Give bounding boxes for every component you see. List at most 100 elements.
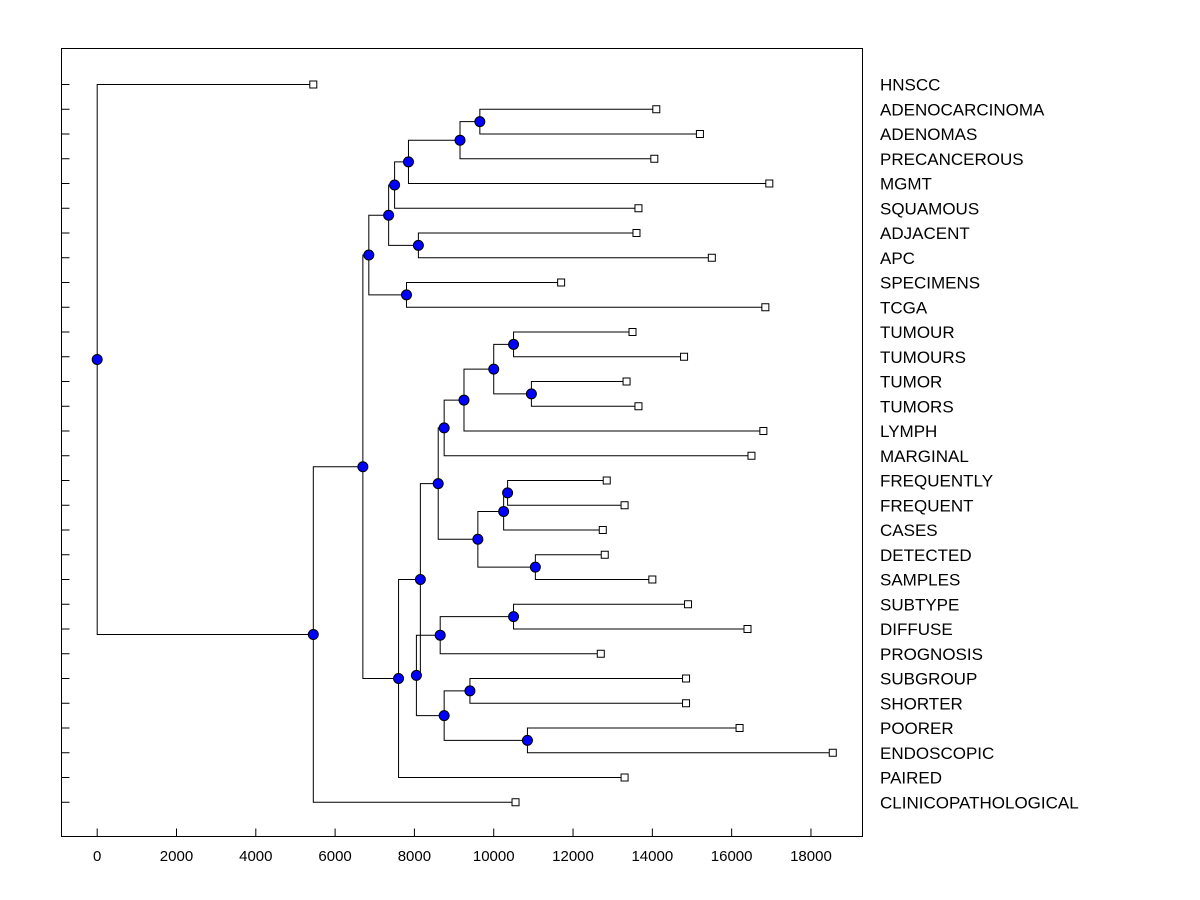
merge-node-n26 bbox=[393, 673, 405, 684]
leaf-marker bbox=[761, 303, 770, 312]
merge-node-n3 bbox=[402, 156, 414, 168]
leaf-label: TUMORS bbox=[880, 397, 954, 416]
link-n8 bbox=[368, 214, 407, 296]
link-n19 bbox=[513, 603, 748, 630]
leaf-marker bbox=[634, 402, 643, 411]
x-tick-label: 2000 bbox=[160, 848, 193, 865]
merge-node-n1 bbox=[474, 116, 486, 128]
merge-node-n2 bbox=[454, 134, 466, 146]
link-n17 bbox=[477, 510, 536, 568]
link-n21 bbox=[469, 678, 687, 704]
link-n1 bbox=[479, 108, 700, 135]
leaf-marker bbox=[684, 600, 693, 609]
leaf-marker bbox=[620, 501, 629, 510]
leaf-label: SQUAMOUS bbox=[880, 199, 979, 218]
merge-node-n16 bbox=[529, 561, 541, 573]
link-n5 bbox=[417, 232, 712, 259]
merge-node-n10 bbox=[525, 388, 537, 400]
leaf-label: POORER bbox=[880, 719, 954, 738]
leaf-label: LYMPH bbox=[880, 422, 937, 441]
dendrogram-links bbox=[96, 84, 833, 803]
leaf-label: CASES bbox=[880, 521, 938, 540]
link-n13 bbox=[443, 399, 752, 457]
merge-node-n20 bbox=[434, 629, 446, 641]
x-tick-label: 12000 bbox=[552, 848, 594, 865]
link-n3 bbox=[407, 139, 770, 184]
dendrogram-markers bbox=[91, 80, 837, 807]
leaf-label: FREQUENT bbox=[880, 496, 974, 515]
leaf-marker bbox=[759, 427, 768, 435]
leaf-ticks bbox=[61, 84, 70, 803]
x-tick-label: 10000 bbox=[473, 848, 515, 865]
link-n4 bbox=[394, 161, 639, 209]
x-tick-label: 6000 bbox=[318, 848, 351, 865]
leaf-label: DETECTED bbox=[880, 546, 972, 565]
leaf-marker bbox=[648, 575, 657, 584]
leaf-marker bbox=[620, 773, 629, 782]
link-n9 bbox=[513, 331, 685, 358]
leaf-marker bbox=[765, 179, 774, 188]
leaf-label: ADJACENT bbox=[880, 224, 970, 243]
leaf-label: CLINICOPATHOLOGICAL bbox=[880, 793, 1079, 812]
leaf-marker bbox=[309, 80, 318, 89]
merge-node-n22 bbox=[521, 734, 533, 746]
leaf-marker bbox=[632, 229, 641, 237]
leaf-label: MARGINAL bbox=[880, 447, 969, 466]
leaf-marker bbox=[735, 724, 744, 732]
merge-node-n24 bbox=[410, 669, 422, 681]
leaf-marker bbox=[682, 699, 691, 708]
merge-node-n5 bbox=[412, 239, 424, 251]
merge-node-n8 bbox=[363, 249, 375, 261]
x-axis: 0 2000 4000 6000 8000 10000 12000 14000 16000 180… bbox=[93, 828, 832, 865]
leaf-label: HNSCC bbox=[880, 76, 940, 95]
merge-node-n17 bbox=[472, 533, 484, 545]
merge-node-n4 bbox=[389, 179, 401, 191]
leaf-marker bbox=[682, 674, 691, 683]
x-tick-label: 14000 bbox=[631, 848, 673, 865]
merge-node-n19 bbox=[508, 611, 520, 623]
leaf-label: SAMPLES bbox=[880, 571, 960, 590]
leaf-marker bbox=[557, 278, 566, 287]
link-n10 bbox=[530, 381, 639, 407]
merge-node-n15 bbox=[498, 505, 510, 517]
x-tick-label: 8000 bbox=[398, 848, 431, 865]
leaf-marker bbox=[680, 352, 689, 361]
merge-node-n11 bbox=[488, 363, 500, 375]
leaf-marker bbox=[511, 798, 520, 807]
leaf-label: TUMOR bbox=[880, 373, 942, 392]
leaf-label: ADENOCARCINOMA bbox=[880, 100, 1045, 119]
leaf-marker bbox=[743, 625, 752, 633]
leaf-marker bbox=[634, 204, 643, 213]
merge-node-n6 bbox=[383, 209, 395, 221]
leaf-label: APC bbox=[880, 249, 915, 268]
link-n2 bbox=[459, 121, 655, 160]
leaf-label: SHORTER bbox=[880, 694, 963, 713]
x-tick-label: 4000 bbox=[239, 848, 272, 865]
leaf-label: PAIRED bbox=[880, 769, 942, 788]
leaf-label: PROGNOSIS bbox=[880, 645, 983, 664]
link-n12 bbox=[463, 368, 764, 432]
link-n20 bbox=[439, 616, 601, 655]
x-tick-label: 0 bbox=[93, 848, 101, 865]
merge-node-n28 bbox=[307, 629, 319, 641]
leaf-labels: HNSCC ADENOCARCINOMA ADENOMAS PRECANCEROUS M… bbox=[880, 76, 1079, 813]
leaf-label: SUBTYPE bbox=[880, 595, 959, 614]
leaf-marker bbox=[652, 105, 661, 114]
leaf-marker bbox=[622, 377, 631, 386]
link-n16 bbox=[534, 554, 653, 580]
leaf-label: PRECANCEROUS bbox=[880, 150, 1024, 169]
leaf-label: TUMOUR bbox=[880, 323, 955, 342]
link-n28 bbox=[312, 466, 516, 803]
leaf-marker bbox=[650, 154, 659, 163]
link-n22 bbox=[526, 727, 833, 754]
link-n29 bbox=[96, 84, 314, 636]
leaf-marker bbox=[602, 476, 611, 485]
leaf-marker bbox=[596, 649, 605, 658]
leaf-label: MGMT bbox=[880, 175, 932, 194]
link-n15 bbox=[503, 492, 603, 531]
leaf-label: ENDOSCOPIC bbox=[880, 744, 994, 763]
merge-node-n12 bbox=[458, 394, 470, 406]
x-tick-label: 16000 bbox=[711, 848, 753, 865]
leaf-marker bbox=[707, 253, 716, 262]
